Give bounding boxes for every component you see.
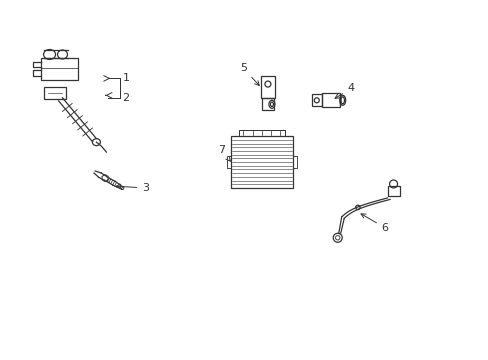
- Bar: [262, 98, 273, 110]
- Bar: [321, 93, 339, 107]
- Text: 5: 5: [240, 63, 259, 86]
- Text: 2: 2: [122, 93, 129, 103]
- Text: 4: 4: [334, 84, 354, 98]
- Bar: [311, 94, 321, 106]
- Text: 6: 6: [360, 214, 388, 233]
- Bar: [261, 76, 274, 98]
- Bar: [230, 136, 292, 188]
- Bar: [387, 186, 399, 196]
- Text: 3: 3: [116, 183, 149, 193]
- Bar: [41, 58, 78, 80]
- Text: 7: 7: [218, 145, 230, 161]
- Bar: [238, 130, 285, 136]
- Bar: [43, 87, 65, 99]
- Text: 1: 1: [122, 73, 129, 84]
